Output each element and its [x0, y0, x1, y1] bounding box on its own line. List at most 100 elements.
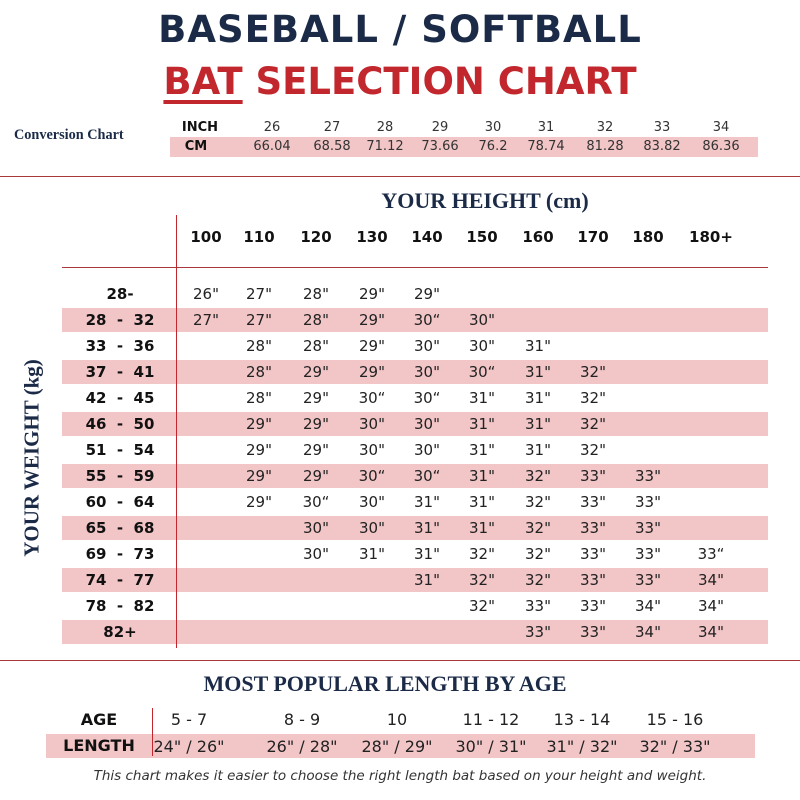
bat-length-cell: 31": [359, 545, 385, 563]
bat-length-cell: 34": [635, 623, 661, 641]
bat-length-cell: 32": [580, 363, 606, 381]
bat-length-cell: 33": [580, 493, 606, 511]
bat-length-cell: 29": [359, 285, 385, 303]
bat-length-cell: 29": [303, 415, 329, 433]
bat-length-cell: 31": [525, 363, 551, 381]
row-band: [62, 516, 768, 540]
row-band: [62, 360, 768, 384]
bat-length-cell: 29": [246, 493, 272, 511]
bat-length-cell: 32": [525, 519, 551, 537]
weight-label: 74 - 77: [85, 571, 155, 589]
bat-length-cell: 29": [359, 337, 385, 355]
length-value: 24" / 26": [153, 737, 225, 756]
inch-value: 28: [376, 120, 394, 135]
bat-length-cell: 29": [246, 415, 272, 433]
age-divider: [152, 708, 153, 756]
weight-label: 65 - 68: [85, 519, 155, 537]
bat-length-cell: 31": [469, 389, 495, 407]
inch-value: 32: [596, 120, 614, 135]
inch-value: 30: [484, 120, 502, 135]
bat-length-cell: 31": [525, 337, 551, 355]
height-column-header: 170: [577, 228, 609, 246]
bat-length-cell: 31": [469, 519, 495, 537]
age-value: 5 - 7: [170, 710, 208, 729]
bat-length-cell: 29": [303, 467, 329, 485]
row-band: [62, 620, 768, 644]
age-label: AGE: [80, 710, 118, 729]
weight-label: 28-: [106, 285, 134, 303]
weight-label: 78 - 82: [85, 597, 155, 615]
bat-length-cell: 33": [580, 571, 606, 589]
weight-label: 42 - 45: [85, 389, 155, 407]
bat-length-cell: 29": [303, 389, 329, 407]
bat-length-cell: 30": [359, 493, 385, 511]
row-band: [62, 568, 768, 592]
age-value: 15 - 16: [646, 710, 704, 729]
bat-length-cell: 30“: [468, 363, 496, 381]
bat-length-cell: 33": [525, 623, 551, 641]
bat-length-cell: 28": [303, 285, 329, 303]
bat-length-cell: 29": [303, 363, 329, 381]
age-value: 10: [386, 710, 408, 729]
bat-length-cell: 30“: [358, 389, 386, 407]
age-title: MOST POPULAR LENGTH BY AGE: [203, 671, 567, 696]
bat-length-cell: 28": [303, 311, 329, 329]
cm-value: 76.2: [478, 139, 508, 154]
bat-length-cell: 30": [469, 311, 495, 329]
bat-length-cell: 31": [414, 545, 440, 563]
length-value: 31" / 32": [546, 737, 618, 756]
bat-length-cell: 29": [246, 467, 272, 485]
cm-value: 83.82: [643, 139, 681, 154]
length-value: 32" / 33": [639, 737, 711, 756]
height-column-header: 160: [522, 228, 554, 246]
divider: [0, 176, 800, 177]
inch-label: INCH: [181, 120, 219, 135]
bat-length-cell: 26": [193, 285, 219, 303]
bat-length-cell: 32": [469, 571, 495, 589]
inch-value: 33: [653, 120, 671, 135]
bat-length-cell: 32": [525, 571, 551, 589]
bat-length-cell: 29": [359, 363, 385, 381]
bat-length-cell: 31": [469, 415, 495, 433]
bat-length-cell: 30": [303, 545, 329, 563]
cm-value: 73.66: [421, 139, 459, 154]
bat-length-cell: 34": [698, 623, 724, 641]
age-value: 11 - 12: [462, 710, 520, 729]
bat-length-cell: 33": [635, 493, 661, 511]
height-column-header: 110: [243, 228, 275, 246]
height-column-header: 100: [190, 228, 222, 246]
inch-value: 27: [323, 120, 341, 135]
bat-length-cell: 32": [469, 545, 495, 563]
bat-length-cell: 32": [469, 597, 495, 615]
bat-length-cell: 31": [525, 415, 551, 433]
inch-value: 31: [537, 120, 555, 135]
inch-value: 34: [712, 120, 730, 135]
column-divider: [176, 215, 177, 648]
cm-row-band: [170, 137, 758, 157]
bat-length-cell: 32": [525, 493, 551, 511]
bat-length-cell: 30": [414, 441, 440, 459]
weight-label: 69 - 73: [85, 545, 155, 563]
bat-length-cell: 33": [580, 597, 606, 615]
cm-value: 78.74: [527, 139, 565, 154]
weight-label: 51 - 54: [85, 441, 155, 459]
length-value: 26" / 28": [266, 737, 338, 756]
cm-value: 71.12: [366, 139, 404, 154]
row-band: [62, 412, 768, 436]
bat-length-cell: 28": [303, 337, 329, 355]
bat-length-cell: 29": [303, 441, 329, 459]
length-label: LENGTH: [63, 736, 135, 755]
height-title: YOUR HEIGHT (cm): [381, 188, 589, 213]
footnote: This chart makes it easier to choose the…: [93, 768, 707, 784]
bat-length-cell: 30": [303, 519, 329, 537]
bat-length-cell: 28": [246, 337, 272, 355]
bat-length-cell: 30“: [413, 467, 441, 485]
weight-title: YOUR WEIGHT (kg): [19, 359, 44, 557]
bat-length-cell: 30“: [302, 493, 330, 511]
bat-length-cell: 29": [359, 311, 385, 329]
weight-label: 46 - 50: [85, 415, 155, 433]
bat-length-cell: 31": [469, 493, 495, 511]
cm-value: 66.04: [253, 139, 291, 154]
inch-value: 26: [263, 120, 281, 135]
